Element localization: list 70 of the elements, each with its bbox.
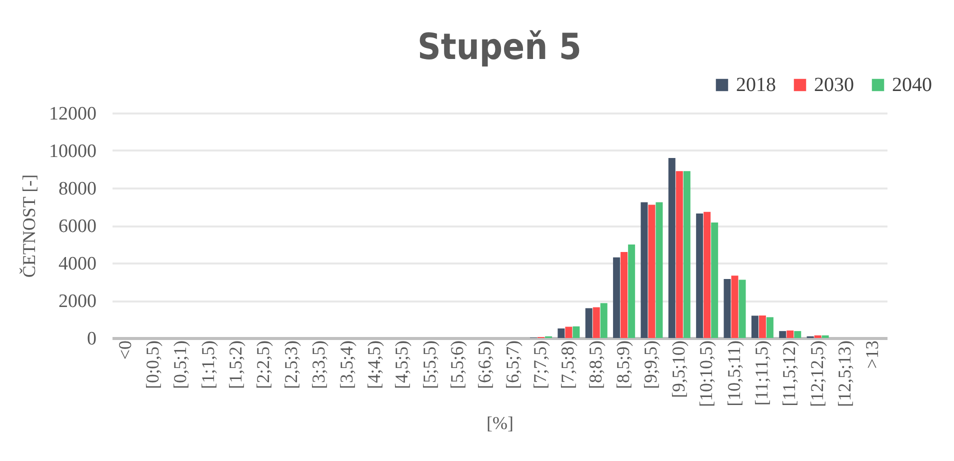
bar <box>766 317 774 338</box>
bar <box>656 202 663 338</box>
bar <box>585 308 592 338</box>
bar <box>558 328 565 338</box>
x-axis-title: [%] <box>486 412 514 433</box>
y-tick-label: 6000 <box>58 216 96 237</box>
x-tick-label: [0,5;1) <box>170 340 190 389</box>
bar <box>794 331 802 338</box>
y-tick-label: 8000 <box>58 178 96 200</box>
y-tick-label: 0 <box>87 328 96 350</box>
y-tick-label: 10000 <box>49 141 96 162</box>
x-tick-label: [12;12,5) <box>806 340 827 407</box>
bar <box>640 202 648 338</box>
bar <box>724 278 731 338</box>
x-tick-label: [11,5;12) <box>779 340 800 406</box>
x-tick-label: [4;4,5) <box>364 340 384 389</box>
x-tick-label: [5,5;6) <box>446 340 467 389</box>
x-tick-label: [6,5;7) <box>502 340 522 389</box>
x-tick-label: [8,5;9) <box>613 340 634 389</box>
x-tick-label: [10,5;11) <box>724 340 744 406</box>
x-tick-label: [9;9,5) <box>640 340 661 389</box>
y-axis-title: ČETNOST [-] <box>19 174 39 278</box>
x-tick-label: <0 <box>114 340 135 360</box>
bar <box>572 326 580 338</box>
chart-title: Stupeň 5 <box>418 27 582 68</box>
bar <box>731 276 738 338</box>
bar <box>822 335 829 338</box>
bar <box>628 244 636 338</box>
bar <box>696 214 704 338</box>
bar <box>786 330 794 338</box>
x-tick-label: [7;7,5) <box>530 340 550 389</box>
bar <box>613 257 620 338</box>
x-tick-label: [6;6,5) <box>474 340 495 389</box>
bar <box>758 316 766 338</box>
x-tick-label: >13 <box>862 340 882 369</box>
y-tick-label: 4000 <box>58 254 96 274</box>
x-tick-label: [0;0,5) <box>142 340 163 389</box>
x-tick-label: [1;1,5) <box>198 340 218 389</box>
x-tick-label: [3,5;4) <box>336 340 356 389</box>
x-tick-label: [7,5;8) <box>558 340 578 389</box>
x-tick-label: [11;11,5) <box>751 340 772 406</box>
x-tick-label: [8;8,5) <box>585 340 606 389</box>
bar <box>738 280 746 338</box>
bar <box>779 331 786 338</box>
bar <box>676 171 683 338</box>
y-tick-label: 12000 <box>49 104 96 124</box>
x-tick-label: [1,5;2) <box>226 340 246 389</box>
x-tick-label: [12,5;13) <box>834 340 854 407</box>
x-tick-label: [5;5,5) <box>419 340 440 389</box>
bar <box>668 158 676 338</box>
x-tick-label: [9,5;10) <box>668 340 688 398</box>
x-tick-label: [3;3,5) <box>308 340 329 389</box>
legend-label: 2040 <box>892 74 932 96</box>
bar <box>592 307 600 338</box>
x-tick-label: [10;10,5) <box>696 340 716 407</box>
bar <box>751 316 758 338</box>
bar <box>648 204 656 338</box>
bar <box>600 303 608 338</box>
bar <box>711 222 718 338</box>
x-tick-label: [4,5;5) <box>392 340 412 389</box>
bar <box>683 171 690 338</box>
x-tick-label: [2;2,5) <box>253 340 274 389</box>
x-tick-label: [2,5;3) <box>280 340 301 389</box>
legend-label: 2018 <box>736 74 776 96</box>
bar <box>620 252 628 338</box>
legend-label: 2030 <box>814 74 854 96</box>
bar <box>814 335 822 338</box>
y-tick-label: 2000 <box>58 291 96 312</box>
bar <box>565 326 572 338</box>
bar <box>704 212 711 338</box>
